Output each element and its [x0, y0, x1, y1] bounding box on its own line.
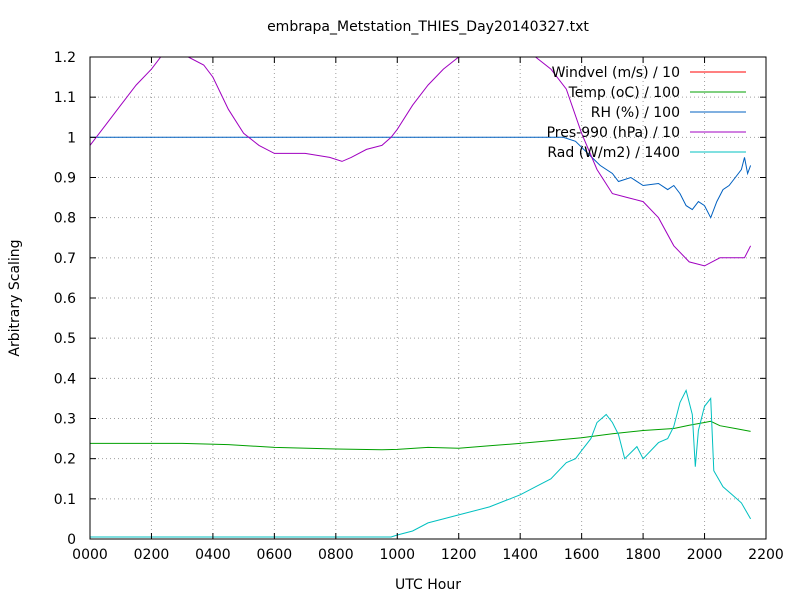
- x-tick-label: 1200: [441, 547, 477, 563]
- legend-entry-label: Windvel (m/s) / 10: [552, 65, 680, 81]
- x-tick-label: 1000: [379, 547, 415, 563]
- x-axis-label: UTC Hour: [395, 577, 461, 593]
- series-lines: [89, 56, 752, 538]
- y-tick-label: 0.7: [54, 251, 76, 267]
- x-tick-label: 2200: [748, 547, 784, 563]
- chart-title: embrapa_Metstation_THIES_Day20140327.txt: [267, 19, 589, 35]
- y-tick-label: 1: [67, 130, 76, 146]
- legend-entry-label: Rad (W/m2) / 1400: [547, 145, 680, 161]
- series-line-2: [90, 420, 751, 451]
- y-tick-labels: 0 0.1 0.2 0.3 0.4 0.5 0.6 0.7 0.8 0.9 1 1.1 1.2: [54, 50, 76, 548]
- legend-entry-label: RH (%) / 100: [591, 105, 680, 121]
- x-tick-label: 2000: [687, 547, 723, 563]
- x-tick-label: 0800: [318, 547, 354, 563]
- y-tick-label: 0.5: [54, 331, 76, 347]
- x-tick-labels: 0000 0200 0400 0600 0800 1000 1200 1400 1600 1800…: [72, 547, 784, 563]
- y-tick-label: 1.1: [54, 90, 76, 106]
- axis-ticks: [89, 56, 767, 540]
- x-tick-label: 1600: [564, 547, 600, 563]
- x-tick-label: 0400: [195, 547, 231, 563]
- y-tick-label: 0.8: [54, 211, 76, 227]
- legend-entry-label: Pres-990 (hPa) / 10: [547, 125, 680, 141]
- series-line-4: [89, 56, 752, 267]
- y-tick-label: 0.2: [54, 452, 76, 468]
- y-tick-label: 0.1: [54, 492, 76, 508]
- legend-entry-label: Temp (oC) / 100: [568, 85, 680, 101]
- y-tick-label: 0.4: [54, 371, 76, 387]
- x-tick-label: 0200: [134, 547, 170, 563]
- y-axis-label: Arbitrary Scaling: [7, 239, 23, 356]
- y-tick-label: 0.3: [54, 412, 76, 428]
- y-tick-label: 0.9: [54, 171, 76, 187]
- y-tick-label: 0.6: [54, 291, 76, 307]
- x-tick-label: 0600: [257, 547, 293, 563]
- y-tick-label: 1.2: [54, 50, 76, 66]
- x-tick-label: 1800: [625, 547, 661, 563]
- legend: Windvel (m/s) / 10 Temp (oC) / 100 RH (%) …: [547, 65, 746, 161]
- series-line-3: [90, 136, 752, 219]
- x-tick-label: 0000: [72, 547, 108, 563]
- series-line-5: [90, 388, 752, 538]
- x-tick-label: 1400: [502, 547, 538, 563]
- y-tick-label: 0: [67, 532, 76, 548]
